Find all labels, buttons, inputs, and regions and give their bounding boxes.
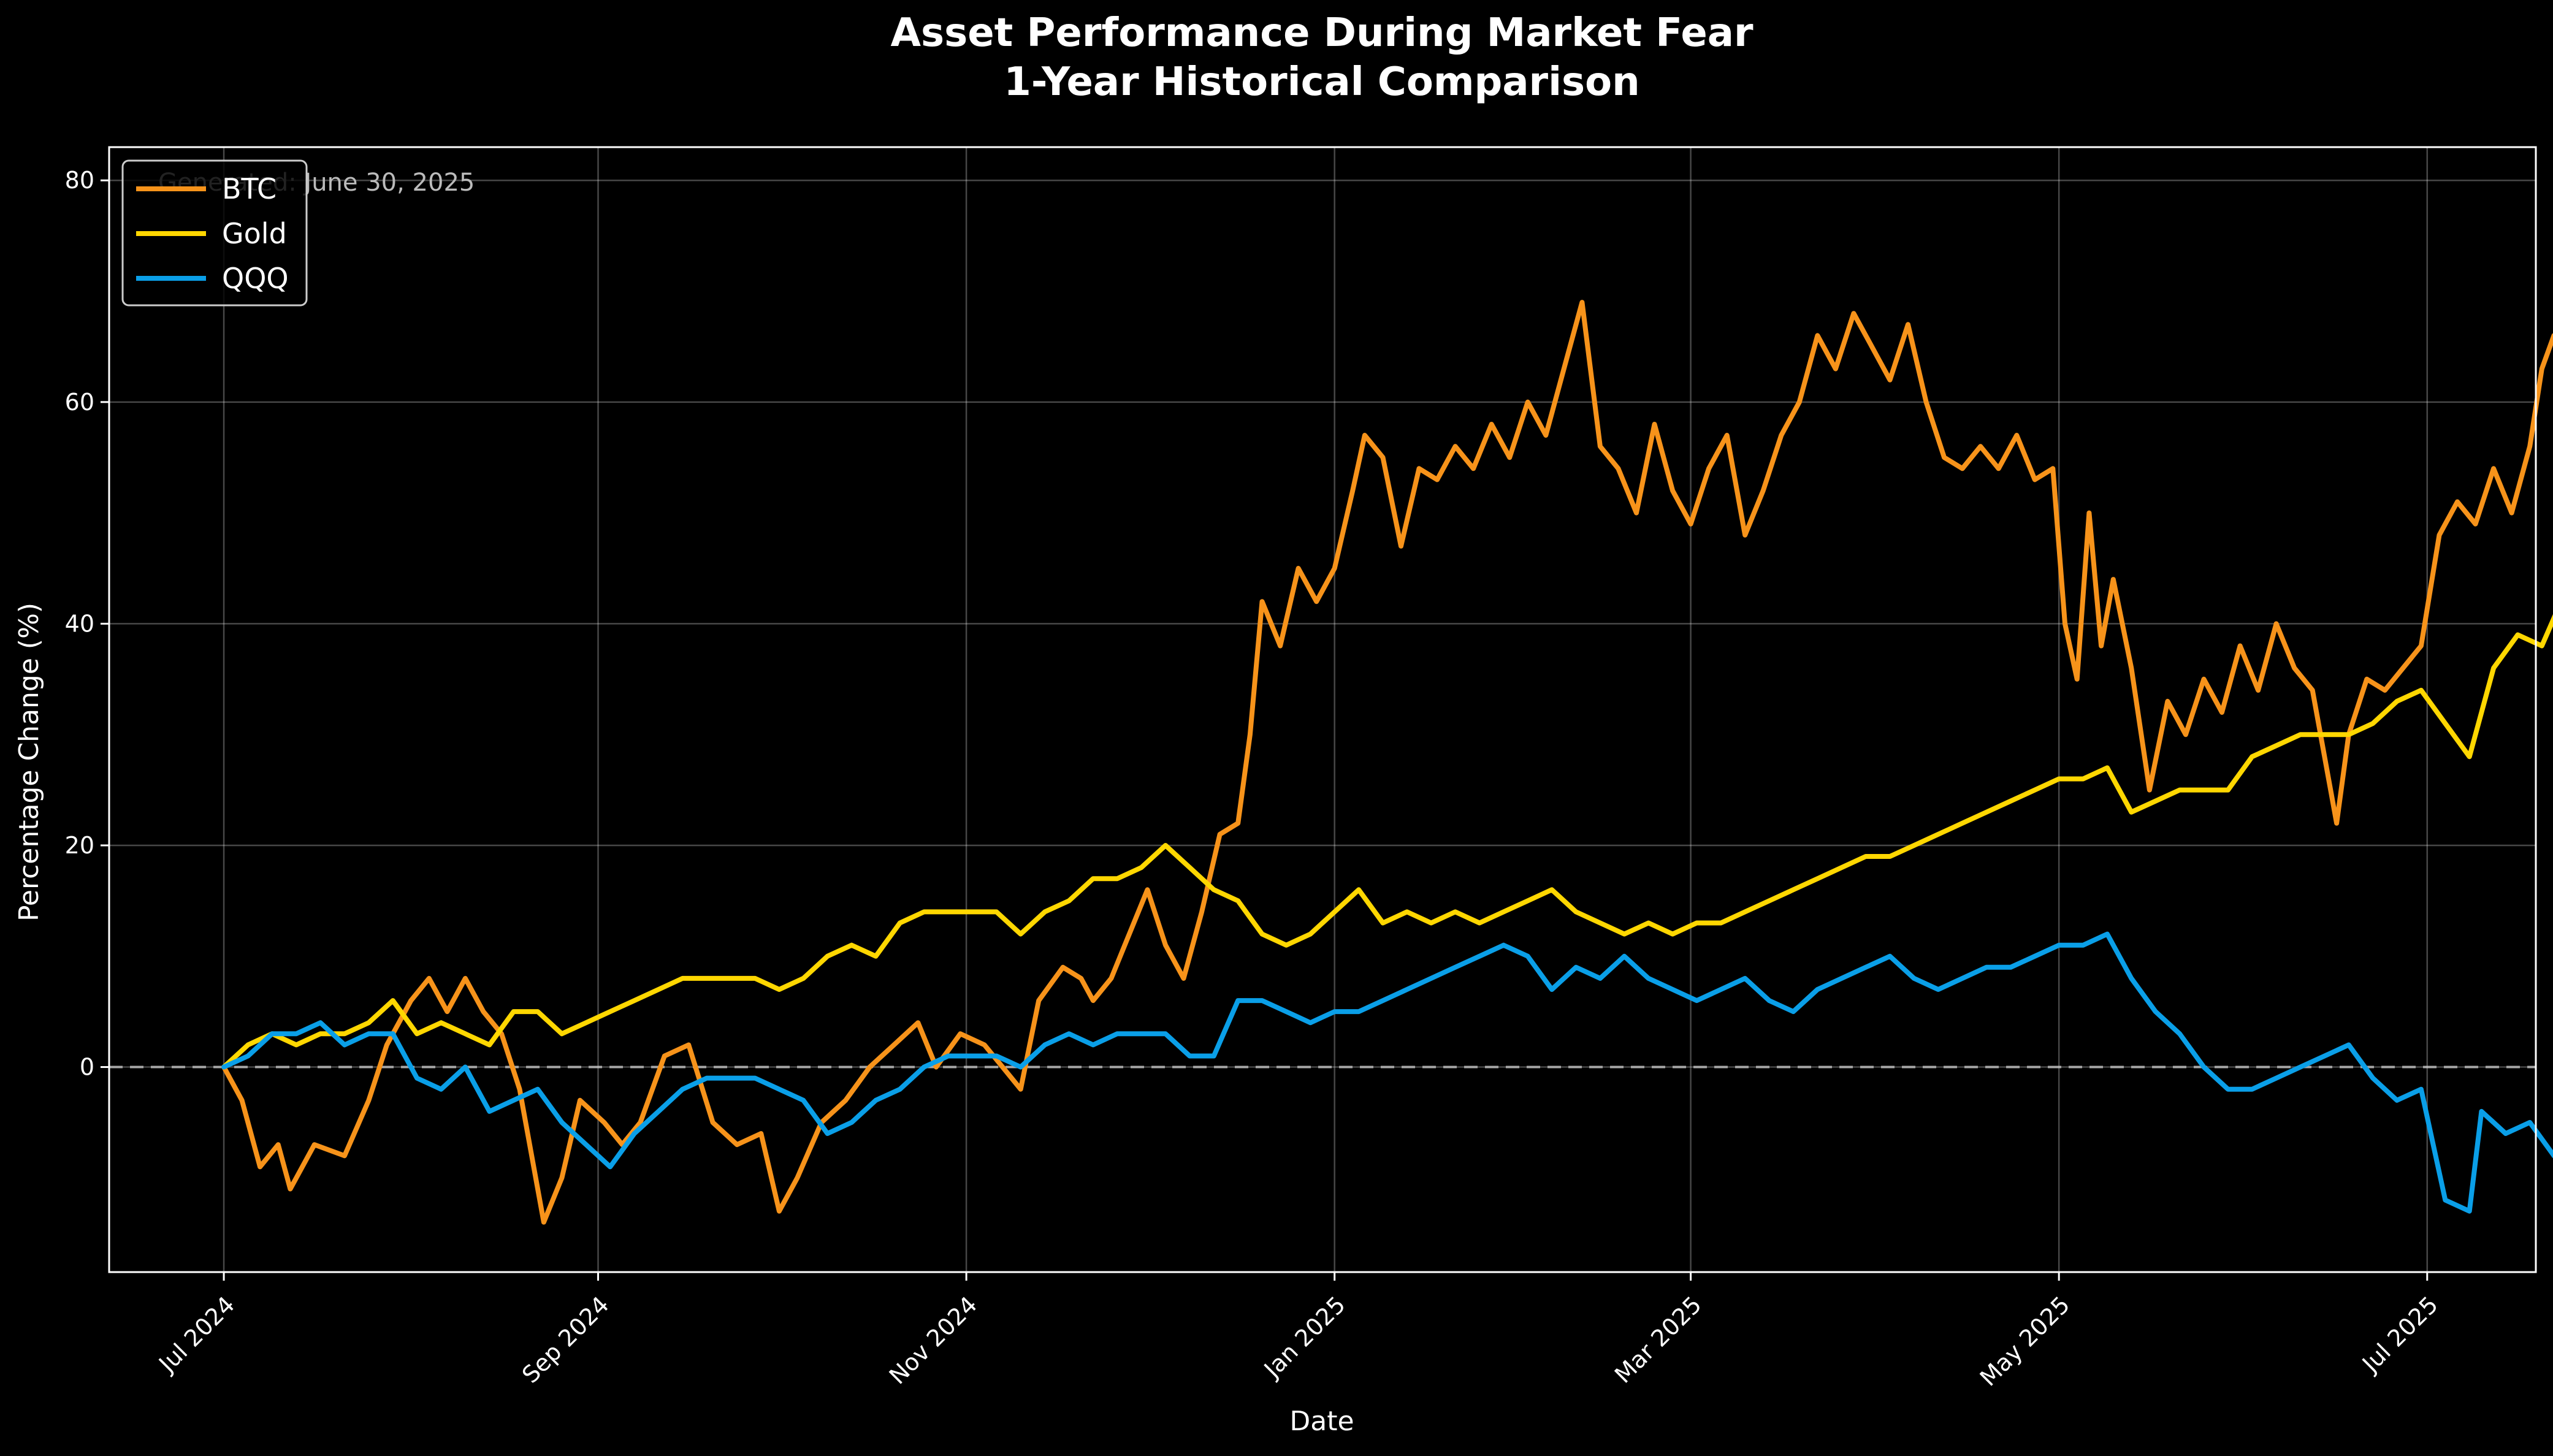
legend-box	[121, 159, 308, 307]
y-axis-ticks: 0 20 40 60 80	[65, 167, 109, 1081]
series-lines	[221, 300, 2553, 1225]
x-axis-label: Date	[1289, 1406, 1354, 1437]
y-tick-label: 60	[65, 389, 94, 416]
grid-lines	[109, 147, 2536, 1272]
y-tick-label: 40	[65, 610, 94, 637]
y-tick-label: 20	[65, 832, 94, 859]
series-line-btc	[221, 300, 2553, 1225]
legend-label-gold: Gold	[222, 217, 287, 250]
legend: BTC Gold QQQ	[121, 159, 308, 307]
y-axis-label: Percentage Change (%)	[13, 603, 45, 921]
y-tick-label: 0	[80, 1054, 94, 1081]
series-line-qqq	[221, 931, 2553, 1214]
chart-title-line2: 1-Year Historical Comparison	[1004, 59, 1639, 105]
plot-area-frame	[108, 146, 2537, 1273]
y-tick-label: 80	[65, 167, 94, 194]
series-line-gold	[221, 614, 2553, 1070]
legend-label-btc: BTC	[222, 172, 277, 205]
legend-label-qqq: QQQ	[222, 262, 289, 295]
chart-title-line1: Asset Performance During Market Fear	[891, 10, 1754, 56]
